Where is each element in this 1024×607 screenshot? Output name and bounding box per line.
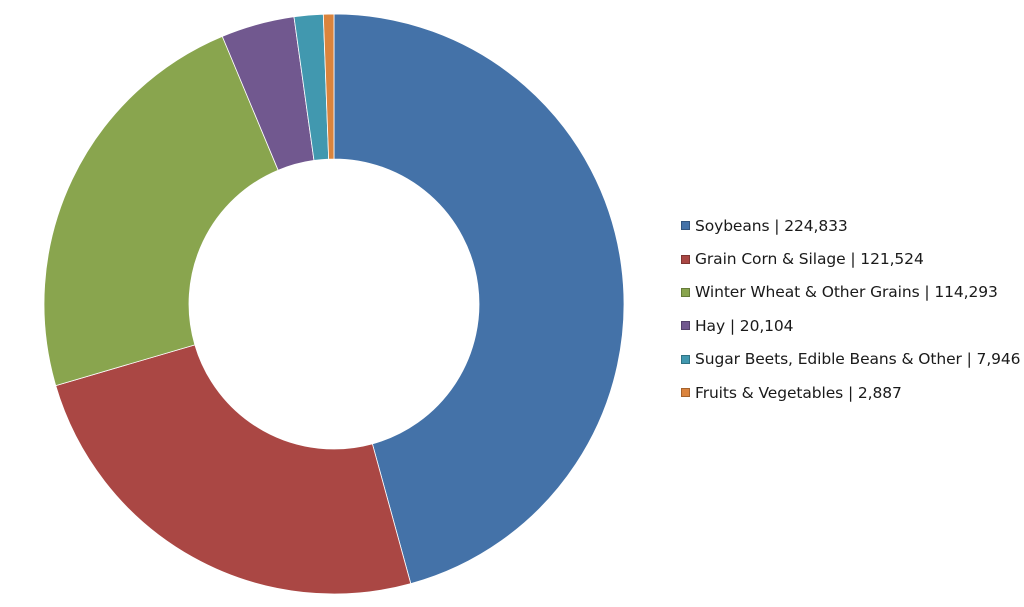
legend-swatch-icon — [681, 254, 690, 264]
donut-slice-fruits-vegetables — [322, 13, 335, 160]
legend-item-soybeans: Soybeans | 224,833 — [681, 209, 1020, 242]
legend-label: Hay | 20,104 — [695, 316, 794, 335]
legend-label: Winter Wheat & Other Grains | 114,293 — [695, 283, 998, 302]
legend-swatch-icon — [681, 321, 690, 331]
legend-swatch-icon — [681, 221, 690, 231]
legend-item-grain-corn: Grain Corn & Silage | 121,524 — [681, 242, 1020, 275]
legend-swatch-icon — [681, 388, 690, 398]
legend-swatch-icon — [681, 354, 690, 364]
legend-item-fruits-vegetables: Fruits & Vegetables | 2,887 — [681, 376, 1020, 409]
legend-item-winter-wheat: Winter Wheat & Other Grains | 114,293 — [681, 276, 1020, 309]
chart-legend: Soybeans | 224,833 Grain Corn & Silage |… — [681, 209, 1021, 409]
legend-item-sugar-beets: Sugar Beets, Edible Beans & Other | 7,94… — [681, 343, 1021, 376]
legend-swatch-icon — [681, 287, 690, 297]
legend-label: Grain Corn & Silage | 121,524 — [695, 250, 924, 269]
legend-label: Soybeans | 224,833 — [695, 216, 848, 235]
donut-slice-winter-wheat-other-grains — [43, 35, 279, 387]
donut-slice-grain-corn-silage — [55, 344, 412, 595]
legend-label: Fruits & Vegetables | 2,887 — [695, 383, 902, 402]
donut-slice-soybeans — [333, 13, 625, 585]
legend-label: Sugar Beets, Edible Beans & Other | 7,94… — [695, 350, 1021, 369]
legend-item-hay: Hay | 20,104 — [681, 309, 1020, 342]
